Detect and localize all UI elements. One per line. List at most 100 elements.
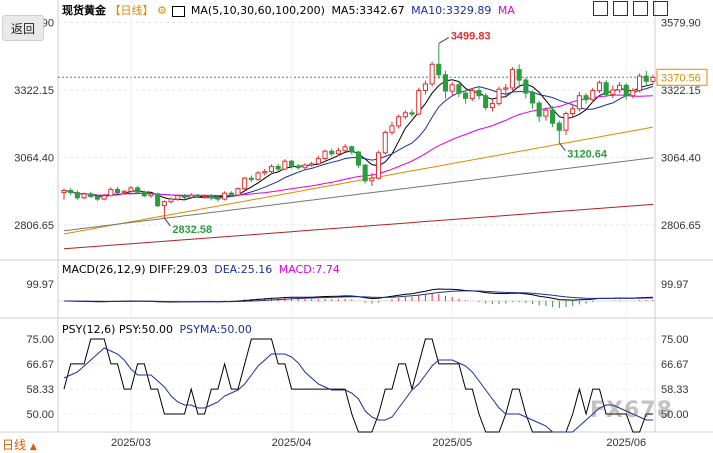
- candle[interactable]: [630, 90, 636, 97]
- watermark-logo: FX678: [590, 398, 673, 423]
- candle[interactable]: [349, 146, 355, 153]
- candle[interactable]: [242, 177, 248, 190]
- candle[interactable]: [476, 90, 482, 97]
- candle[interactable]: [322, 150, 328, 159]
- split-icon[interactable]: [633, 1, 648, 16]
- candle[interactable]: [463, 92, 469, 99]
- candle[interactable]: [469, 90, 475, 99]
- candle[interactable]: [155, 193, 161, 207]
- candle[interactable]: [289, 160, 295, 167]
- candle[interactable]: [503, 87, 509, 90]
- candle[interactable]: [282, 160, 288, 170]
- candle[interactable]: [121, 190, 127, 194]
- candle[interactable]: [570, 108, 576, 115]
- candle[interactable]: [416, 90, 422, 115]
- candle[interactable]: [442, 74, 448, 92]
- candle[interactable]: [489, 103, 495, 108]
- candle[interactable]: [148, 193, 154, 197]
- candle[interactable]: [295, 165, 301, 169]
- candle[interactable]: [409, 112, 415, 115]
- candle[interactable]: [536, 102, 542, 117]
- candle[interactable]: [188, 194, 194, 198]
- candle[interactable]: [516, 69, 522, 81]
- candle[interactable]: [402, 112, 408, 118]
- candle[interactable]: [268, 165, 274, 173]
- candle[interactable]: [315, 158, 321, 165]
- candle[interactable]: [61, 190, 67, 194]
- candle[interactable]: [355, 151, 361, 166]
- candle[interactable]: [543, 109, 549, 117]
- candle[interactable]: [329, 150, 335, 155]
- candle[interactable]: [161, 201, 167, 207]
- candle[interactable]: [523, 79, 529, 94]
- candle[interactable]: [248, 177, 254, 180]
- candle[interactable]: [596, 82, 603, 92]
- candle[interactable]: [195, 194, 201, 197]
- candle[interactable]: [275, 165, 281, 170]
- candle[interactable]: [449, 84, 455, 92]
- candle[interactable]: [262, 171, 268, 174]
- candle[interactable]: [389, 125, 395, 133]
- candle[interactable]: [650, 76, 656, 82]
- candle[interactable]: [429, 63, 435, 85]
- candle[interactable]: [235, 188, 241, 196]
- candle[interactable]: [369, 177, 375, 182]
- candle[interactable]: [115, 188, 121, 193]
- candle[interactable]: [376, 152, 382, 179]
- period-tab[interactable]: 日线 ▲: [2, 436, 37, 453]
- candle[interactable]: [302, 164, 308, 169]
- candle[interactable]: [141, 191, 147, 197]
- candle[interactable]: [208, 195, 214, 199]
- candle[interactable]: [590, 90, 596, 101]
- candle[interactable]: [509, 69, 515, 89]
- candle[interactable]: [81, 193, 87, 199]
- candle[interactable]: [68, 190, 74, 194]
- expand-icon[interactable]: [653, 1, 668, 16]
- candle[interactable]: [94, 196, 101, 200]
- candle[interactable]: [309, 163, 315, 166]
- candle[interactable]: [563, 113, 569, 131]
- candle[interactable]: [583, 95, 589, 101]
- candle[interactable]: [108, 188, 114, 197]
- candle[interactable]: [135, 187, 141, 193]
- candle[interactable]: [255, 172, 261, 180]
- candle[interactable]: [396, 116, 402, 127]
- candle[interactable]: [222, 192, 228, 200]
- candle[interactable]: [623, 84, 629, 97]
- candle[interactable]: [483, 95, 489, 108]
- candle[interactable]: [202, 195, 208, 198]
- ma-indicator-label: MA(5,10,30,60,100,200): [190, 4, 325, 17]
- candle[interactable]: [362, 164, 368, 182]
- candle[interactable]: [550, 109, 556, 124]
- back-button[interactable]: 返回: [2, 15, 44, 41]
- grid-icon[interactable]: [593, 1, 608, 16]
- candle[interactable]: [215, 197, 221, 200]
- candle[interactable]: [181, 195, 187, 198]
- candle[interactable]: [556, 122, 562, 131]
- candle[interactable]: [335, 150, 341, 155]
- candle[interactable]: [576, 95, 582, 110]
- candle[interactable]: [422, 83, 428, 91]
- candle[interactable]: [603, 82, 609, 95]
- candle[interactable]: [101, 195, 107, 200]
- candle[interactable]: [228, 192, 234, 196]
- period-label[interactable]: 【日线】: [109, 4, 154, 17]
- candle[interactable]: [456, 84, 462, 94]
- candle[interactable]: [643, 75, 649, 82]
- candle[interactable]: [382, 131, 388, 154]
- candle[interactable]: [610, 89, 616, 95]
- candle[interactable]: [496, 88, 502, 105]
- candle[interactable]: [128, 187, 134, 192]
- settings-icon[interactable]: ⚙: [157, 4, 167, 17]
- candle[interactable]: [529, 92, 536, 104]
- candle[interactable]: [436, 63, 442, 76]
- candle[interactable]: [637, 75, 643, 91]
- candle[interactable]: [342, 146, 348, 152]
- candle[interactable]: [175, 195, 181, 200]
- candle[interactable]: [88, 193, 94, 197]
- layout-icon[interactable]: [613, 1, 628, 16]
- candle[interactable]: [168, 198, 174, 203]
- candle[interactable]: [74, 192, 80, 199]
- candle[interactable]: [617, 84, 623, 91]
